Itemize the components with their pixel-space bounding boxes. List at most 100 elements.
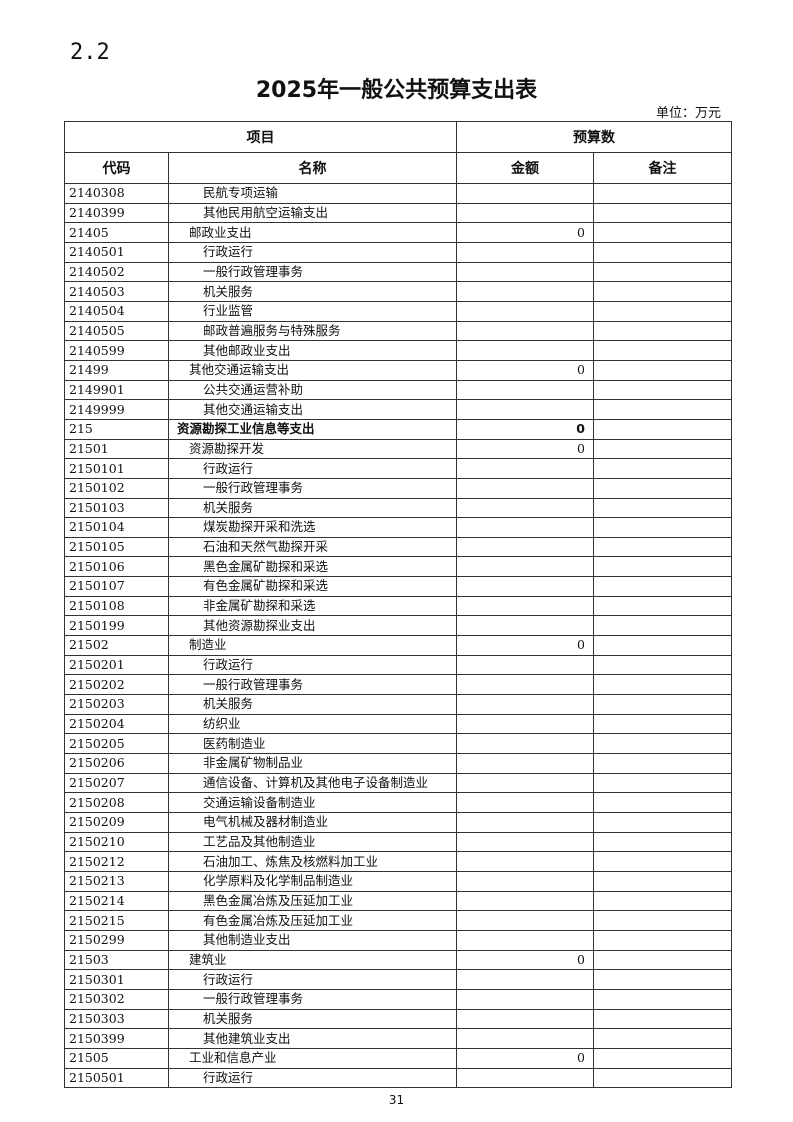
row-amount: 0: [456, 949, 594, 971]
row-name: 行政运行: [168, 458, 457, 479]
row-name: 一般行政管理事务: [168, 477, 457, 499]
row-note: [593, 1008, 732, 1030]
row-code: 2150203: [64, 694, 169, 715]
row-amount: [456, 792, 594, 813]
row-name: 交通运输设备制造业: [168, 792, 457, 813]
table-row: 2150501 行政运行: [64, 1067, 732, 1089]
row-code: 2150209: [64, 812, 169, 833]
table-row: 215 资源勘探工业信息等支出 0: [64, 418, 732, 440]
row-note: [593, 556, 732, 578]
row-code: 21502: [64, 635, 169, 656]
row-code: 2150302: [64, 988, 169, 1010]
row-amount: [456, 1028, 594, 1049]
row-name: 资源勘探工业信息等支出: [168, 418, 457, 440]
row-amount: 0: [456, 418, 594, 440]
row-name: 制造业: [168, 635, 457, 656]
row-code: 2150104: [64, 517, 169, 538]
row-code: 2150199: [64, 615, 169, 637]
row-code: 2140308: [64, 183, 169, 204]
row-amount: [456, 379, 594, 401]
row-code: 2150301: [64, 969, 169, 990]
row-code: 2150105: [64, 536, 169, 558]
row-name: 电气机械及器材制造业: [168, 812, 457, 833]
row-code: 2150208: [64, 792, 169, 813]
header-amount: 金额: [456, 152, 594, 184]
row-note: [593, 1028, 732, 1049]
row-note: [593, 517, 732, 538]
row-amount: [456, 261, 594, 283]
table-row: 2140599 其他邮政业支出: [64, 340, 732, 361]
row-amount: 0: [456, 359, 594, 381]
row-code: 2150106: [64, 556, 169, 578]
row-name: 民航专项运输: [168, 183, 457, 204]
row-code: 2150107: [64, 576, 169, 597]
row-name: 一般行政管理事务: [168, 988, 457, 1010]
table-row: 2150302 一般行政管理事务: [64, 988, 732, 1010]
row-note: [593, 359, 732, 381]
table-row: 2150106 黑色金属矿勘探和采选: [64, 556, 732, 578]
table-row: 2150212 石油加工、炼焦及核燃料加工业: [64, 851, 732, 872]
row-amount: [456, 340, 594, 361]
row-code: 21503: [64, 949, 169, 971]
row-code: 2150102: [64, 477, 169, 499]
table-row: 21501 资源勘探开发 0: [64, 438, 732, 460]
row-code: 2150206: [64, 753, 169, 774]
row-code: 2140399: [64, 202, 169, 224]
row-amount: [456, 929, 594, 951]
row-amount: [456, 831, 594, 853]
row-note: [593, 379, 732, 401]
row-amount: [456, 615, 594, 637]
row-name: 行政运行: [168, 969, 457, 990]
table-row: 2150207 通信设备、计算机及其他电子设备制造业: [64, 772, 732, 794]
row-amount: [456, 674, 594, 696]
row-code: 2150215: [64, 910, 169, 931]
row-code: 21499: [64, 359, 169, 381]
row-name: 行业监管: [168, 300, 457, 322]
row-note: [593, 772, 732, 794]
row-amount: [456, 772, 594, 794]
table-row: 2150201 行政运行: [64, 654, 732, 676]
row-note: [593, 890, 732, 912]
row-name: 黑色金属冶炼及压延加工业: [168, 890, 457, 912]
header-code: 代码: [64, 152, 169, 184]
row-note: [593, 694, 732, 715]
table-row: 2149999 其他交通运输支出: [64, 399, 732, 420]
row-amount: [456, 969, 594, 990]
row-name: 行政运行: [168, 1067, 457, 1089]
row-name: 邮政业支出: [168, 222, 457, 243]
table-row: 2140504 行业监管: [64, 300, 732, 322]
table-row: 2150199 其他资源勘探业支出: [64, 615, 732, 637]
row-amount: [456, 458, 594, 479]
row-name: 机关服务: [168, 497, 457, 519]
row-code: 2150213: [64, 870, 169, 892]
row-note: [593, 812, 732, 833]
row-note: [593, 202, 732, 224]
row-amount: 0: [456, 222, 594, 243]
header-budget-group: 预算数: [456, 121, 732, 153]
header-item-group: 项目: [64, 121, 457, 153]
page-title: 2025年一般公共预算支出表: [255, 78, 538, 103]
row-note: [593, 340, 732, 361]
table-row: 2150206 非金属矿物制品业: [64, 753, 732, 774]
unit-label: 单位：万元: [655, 106, 721, 121]
row-name: 其他交通运输支出: [168, 399, 457, 420]
row-amount: [456, 1008, 594, 1030]
row-note: [593, 753, 732, 774]
row-amount: [456, 1067, 594, 1089]
table-row: 2150215 有色金属冶炼及压延加工业: [64, 910, 732, 931]
page-number: 31: [388, 1093, 405, 1107]
row-note: [593, 222, 732, 243]
table-row: 2150209 电气机械及器材制造业: [64, 812, 732, 833]
row-code: 2140502: [64, 261, 169, 283]
row-name: 其他民用航空运输支出: [168, 202, 457, 224]
table-row: 2140502 一般行政管理事务: [64, 261, 732, 283]
row-note: [593, 615, 732, 637]
row-note: [593, 241, 732, 263]
table-row: 2150105 石油和天然气勘探开采: [64, 536, 732, 558]
row-name: 机关服务: [168, 1008, 457, 1030]
table-row: 2150203 机关服务: [64, 694, 732, 715]
row-note: [593, 831, 732, 853]
row-name: 非金属矿勘探和采选: [168, 595, 457, 617]
row-note: [593, 418, 732, 440]
row-code: 2150103: [64, 497, 169, 519]
